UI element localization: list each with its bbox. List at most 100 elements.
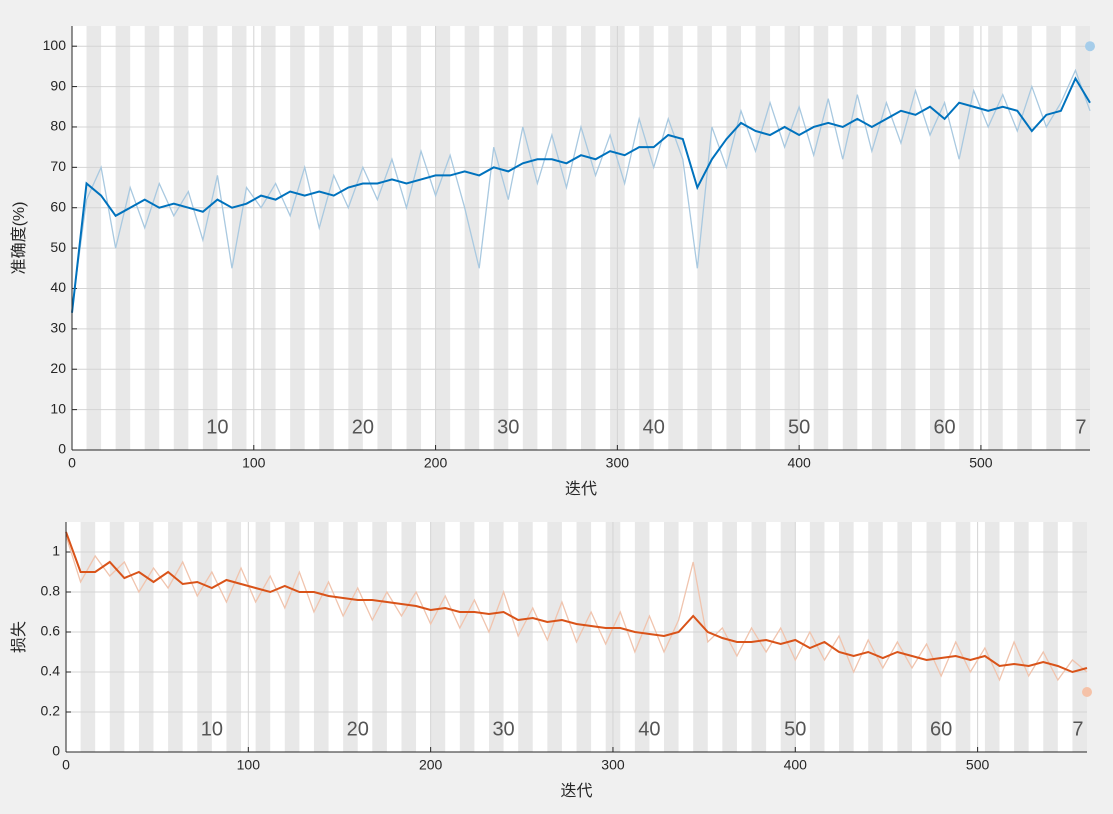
y-tick-label: 40	[50, 279, 66, 295]
epoch-stripe	[868, 522, 883, 752]
epoch-stripe	[581, 26, 596, 450]
epoch-stripe	[372, 522, 387, 752]
epoch-stripe	[173, 26, 189, 450]
epoch-stripe	[984, 522, 1000, 752]
epoch-stripe	[290, 26, 305, 450]
epoch-stripe	[401, 522, 417, 752]
epoch-stripe	[138, 522, 154, 752]
x-tick-label: 300	[606, 455, 630, 471]
series-line	[71, 68, 1091, 309]
y-tick-label: 90	[50, 77, 66, 93]
epoch-stripe	[988, 26, 1003, 450]
x-tick-label: 400	[787, 455, 811, 471]
epoch-stripe	[634, 522, 650, 752]
series-line	[65, 535, 1088, 682]
final-point	[1082, 687, 1092, 697]
x-tick-label: 300	[601, 757, 625, 773]
epoch-label: 20	[347, 718, 369, 740]
epoch-label: 7	[1072, 718, 1083, 740]
y-tick-label: 30	[50, 320, 66, 336]
series-line	[65, 531, 1088, 674]
epoch-stripe	[839, 522, 854, 752]
epoch-label: 30	[497, 416, 519, 438]
epoch-stripe	[751, 522, 767, 752]
epoch-stripe	[348, 26, 363, 450]
y-tick-label: 100	[43, 37, 67, 53]
epoch-stripe	[697, 26, 712, 450]
epoch-stripe	[547, 522, 562, 752]
x-tick-label: 100	[237, 757, 261, 773]
epoch-stripe	[784, 26, 800, 450]
y-axis-label: 准确度(%)	[10, 202, 28, 275]
epoch-stripe	[900, 26, 916, 450]
epoch-stripe	[168, 522, 183, 752]
x-tick-label: 0	[68, 455, 76, 471]
epoch-stripe	[231, 26, 247, 450]
epoch-label: 10	[206, 416, 228, 438]
y-tick-label: 50	[50, 239, 66, 255]
epoch-stripe	[930, 26, 945, 450]
epoch-label: 40	[638, 718, 660, 740]
epoch-stripe	[459, 522, 475, 752]
epoch-stripe	[488, 522, 504, 752]
epoch-stripe	[430, 522, 446, 752]
y-axis-label: 损失	[10, 621, 28, 653]
epoch-stripe	[959, 26, 974, 450]
x-tick-label: 200	[424, 455, 448, 471]
y-tick-label: 0.4	[41, 663, 61, 679]
y-tick-label: 1	[52, 543, 60, 559]
epoch-stripe	[319, 26, 334, 450]
final-point	[1085, 41, 1095, 52]
epoch-stripe	[551, 26, 567, 450]
x-tick-label: 100	[242, 455, 266, 471]
epoch-label: 60	[933, 416, 955, 438]
epoch-stripe	[722, 522, 737, 752]
x-tick-label: 400	[784, 757, 808, 773]
epoch-stripe	[144, 26, 160, 450]
epoch-stripe	[109, 522, 125, 752]
epoch-label: 60	[930, 718, 952, 740]
y-tick-label: 60	[50, 198, 66, 214]
x-tick-label: 500	[969, 455, 993, 471]
epoch-stripe	[80, 522, 96, 752]
epoch-stripe	[693, 522, 708, 752]
epoch-label: 50	[788, 416, 810, 438]
y-tick-label: 70	[50, 158, 66, 174]
y-tick-label: 0	[52, 743, 60, 759]
epoch-stripe	[1017, 26, 1032, 450]
series-line	[71, 76, 1091, 313]
epoch-stripe	[86, 26, 102, 450]
y-tick-label: 80	[50, 118, 66, 134]
y-tick-label: 10	[50, 400, 66, 416]
x-tick-label: 200	[419, 757, 443, 773]
epoch-stripe	[639, 26, 654, 450]
x-axis-label: 迭代	[565, 480, 597, 498]
epoch-stripe	[522, 26, 538, 450]
epoch-label: 40	[643, 416, 665, 438]
epoch-stripe	[1043, 522, 1058, 752]
epoch-stripe	[1046, 26, 1061, 450]
epoch-label: 7	[1075, 416, 1086, 438]
epoch-stripe	[926, 522, 942, 752]
x-tick-label: 0	[62, 757, 70, 773]
epoch-stripe	[377, 26, 392, 450]
y-tick-label: 0.6	[41, 623, 61, 639]
epoch-stripe	[1075, 26, 1090, 450]
epoch-stripe	[780, 522, 796, 752]
epoch-stripe	[406, 26, 422, 450]
epoch-label: 50	[784, 718, 806, 740]
epoch-stripe	[518, 522, 533, 752]
y-tick-label: 0.2	[41, 703, 61, 719]
epoch-stripe	[202, 26, 218, 450]
y-tick-label: 20	[50, 360, 66, 376]
epoch-stripe	[726, 26, 741, 450]
epoch-stripe	[809, 522, 825, 752]
epoch-stripe	[897, 522, 912, 752]
epoch-stripe	[261, 26, 276, 450]
epoch-stripe	[1014, 522, 1029, 752]
x-axis-label: 迭代	[560, 782, 592, 800]
epoch-stripe	[313, 522, 329, 752]
epoch-label: 20	[352, 416, 374, 438]
y-tick-label: 0.8	[41, 583, 61, 599]
